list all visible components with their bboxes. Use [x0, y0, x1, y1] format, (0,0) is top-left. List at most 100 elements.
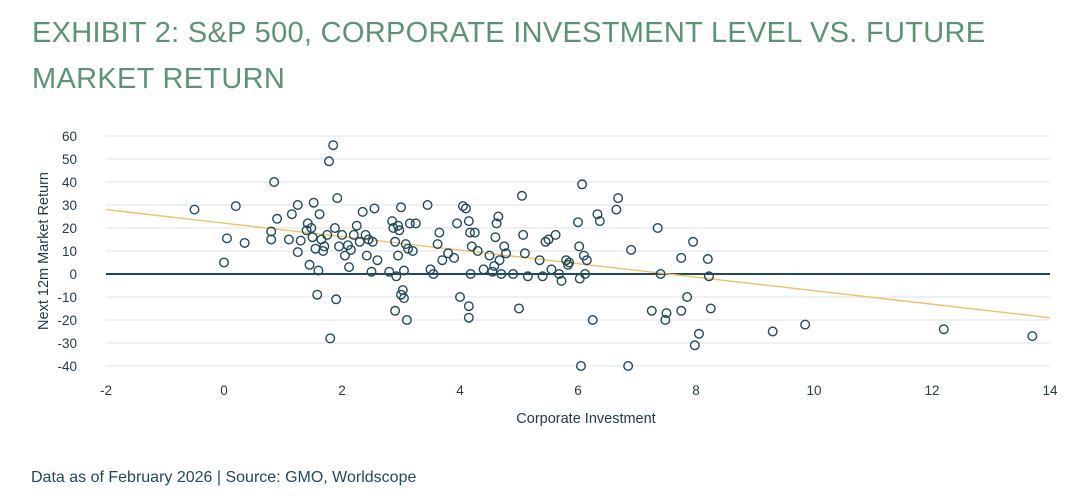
data-point [938, 324, 949, 335]
data-point [407, 245, 418, 256]
data-point [366, 266, 377, 277]
data-point [306, 222, 317, 233]
data-point [702, 254, 713, 265]
data-point [626, 244, 637, 255]
data-point [676, 305, 687, 316]
data-point [491, 218, 502, 229]
data-point [398, 293, 409, 304]
data-point [556, 275, 567, 286]
data-point [465, 227, 476, 238]
y-tick-label: -30 [57, 336, 77, 351]
data-point [319, 241, 330, 252]
data-point [292, 199, 303, 210]
data-point [304, 259, 315, 270]
data-point [266, 226, 277, 237]
data-point [384, 266, 395, 277]
trend-line [105, 208, 1051, 319]
data-point [391, 271, 402, 282]
data-point [432, 239, 443, 250]
data-point [469, 227, 480, 238]
data-point [490, 232, 501, 243]
data-point [396, 202, 407, 213]
data-point [460, 203, 471, 214]
y-tick-label: -20 [57, 313, 77, 328]
data-point [652, 222, 663, 233]
data-point [550, 229, 561, 240]
y-axis-label: Next 12m Market Return [36, 172, 52, 330]
data-points [189, 140, 1038, 372]
data-point [564, 257, 575, 268]
data-point [543, 234, 554, 245]
data-point [800, 319, 811, 330]
x-axis-label: Corporate Investment [516, 411, 655, 427]
data-point [272, 213, 283, 224]
y-tick-label: 40 [62, 175, 77, 190]
data-point [689, 340, 700, 351]
x-tick-label: 6 [574, 383, 582, 398]
data-point [463, 312, 474, 323]
data-point [613, 193, 624, 204]
data-point [218, 257, 229, 268]
data-point [494, 255, 505, 266]
y-tick-label: -40 [57, 359, 77, 374]
data-point [693, 328, 704, 339]
y-tick-label: -10 [57, 290, 77, 305]
data-point [390, 236, 401, 247]
data-point [540, 236, 551, 247]
data-point [286, 209, 297, 220]
data-point [463, 301, 474, 312]
x-tick-label: 14 [1042, 383, 1058, 398]
data-point [1027, 331, 1038, 342]
data-point [465, 269, 476, 280]
y-tick-label: 60 [62, 129, 77, 144]
data-point [390, 305, 401, 316]
data-point [577, 179, 588, 190]
data-point [580, 269, 591, 280]
x-tick-label: 12 [924, 383, 939, 398]
y-tick-label: 0 [69, 267, 77, 282]
x-tick-label: 4 [456, 383, 464, 398]
data-point [501, 248, 512, 259]
data-point [534, 255, 545, 266]
data-point [522, 271, 533, 282]
data-point [452, 218, 463, 229]
data-point [269, 176, 280, 187]
data-point [357, 206, 368, 217]
data-point [592, 209, 603, 220]
data-point [688, 236, 699, 247]
data-point [463, 216, 474, 227]
data-point [496, 269, 507, 280]
data-point [581, 255, 592, 266]
data-point [575, 361, 586, 372]
data-point [623, 361, 634, 372]
data-point [369, 203, 380, 214]
data-point [318, 245, 329, 256]
data-point [437, 255, 448, 266]
data-point [325, 333, 336, 344]
data-point [344, 262, 355, 273]
data-point [367, 236, 378, 247]
data-point [472, 245, 483, 256]
data-point [301, 225, 312, 236]
data-point [329, 222, 340, 233]
data-point [455, 292, 466, 303]
data-point [587, 315, 598, 326]
data-point [518, 229, 529, 240]
x-tick-label: -2 [100, 383, 112, 398]
chart-title: EXHIBIT 2: S&P 500, CORPORATE INVESTMENT… [32, 17, 986, 95]
data-point [393, 220, 404, 231]
data-point [394, 225, 405, 236]
data-point [393, 250, 404, 261]
data-point [574, 241, 585, 252]
data-point [484, 250, 495, 261]
data-point [478, 264, 489, 275]
data-point [337, 229, 348, 240]
data-point [334, 241, 345, 252]
data-point [266, 234, 277, 245]
y-tick-label: 50 [62, 152, 77, 167]
y-tick-label: 30 [62, 198, 77, 213]
data-point [410, 218, 421, 229]
data-point [372, 255, 383, 266]
data-point [397, 285, 408, 296]
